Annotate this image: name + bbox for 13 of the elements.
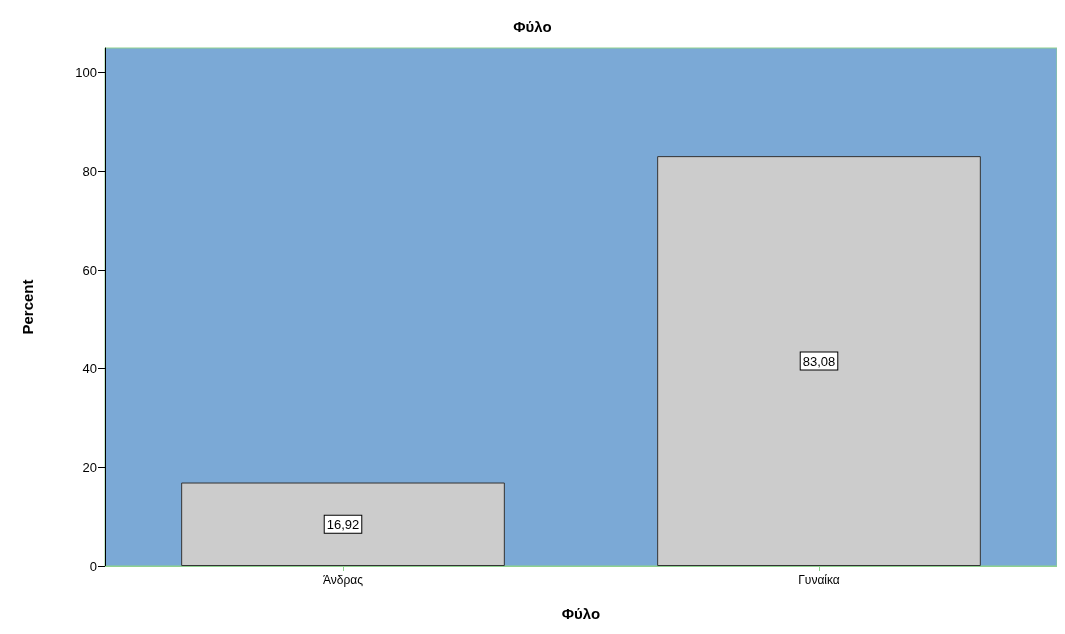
y-tick-label: 80: [82, 163, 97, 179]
y-tick-label: 0: [89, 558, 97, 574]
x-tick-label: Γυναίκα: [798, 573, 840, 587]
y-tick-label: 20: [82, 459, 97, 475]
chart-title: Φύλο: [513, 18, 552, 35]
x-tick-label: Άνδρας: [322, 573, 364, 587]
y-tick-label: 100: [75, 65, 97, 81]
data-label: 16,92: [326, 516, 360, 532]
data-label: 83,08: [802, 353, 836, 369]
x-axis-title: Φύλο: [561, 605, 601, 622]
y-tick-label: 40: [82, 361, 97, 377]
y-axis-title: Percent: [19, 279, 36, 335]
y-tick-label: 60: [82, 262, 97, 278]
